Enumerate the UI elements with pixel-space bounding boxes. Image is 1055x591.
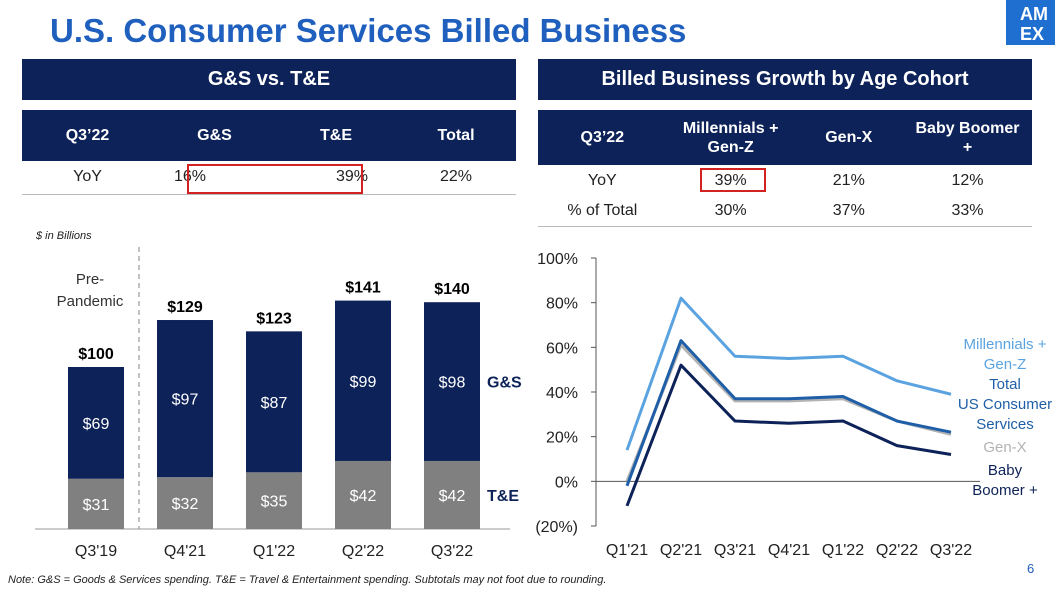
bar-value-label: $42: [350, 488, 377, 505]
column-header: Q3’22: [22, 110, 153, 161]
billed-business-bar-chart: Pre- Pandemic $31 $69 $100 Q3'19 $32 $97 $129 Q4'…: [35, 247, 522, 560]
table-cell: 39%: [335, 168, 368, 186]
age-cohort-table: Q3’22 Millennials + Gen-Z Gen-X Baby Boo…: [538, 110, 1032, 227]
column-header: Total: [396, 110, 516, 161]
bar-value-label: $87: [261, 395, 288, 412]
bar-total-label: $141: [345, 280, 381, 297]
page-number: 6: [1027, 561, 1035, 576]
left-table-header: G&S vs. T&E: [22, 59, 516, 100]
amex-logo: AM EX: [1006, 0, 1055, 45]
highlight-box: [187, 164, 363, 194]
x-tick-label: Q1'21: [606, 542, 648, 559]
table-cell: 33%: [951, 201, 984, 219]
x-tick-label: Q2'22: [342, 543, 384, 560]
page-title: U.S. Consumer Services Billed Business: [50, 12, 687, 49]
x-tick-label: Q1'22: [253, 543, 295, 560]
svg-text:EX: EX: [1020, 24, 1044, 44]
right-table-header: Billed Business Growth by Age Cohort: [538, 59, 1032, 100]
series-label: G&S: [487, 375, 522, 392]
annotation-label: Pandemic: [57, 293, 124, 310]
svg-text:AM: AM: [1020, 4, 1048, 24]
series-label: Boomer +: [972, 482, 1038, 499]
bar-te: [68, 478, 124, 529]
column-header: Gen-X: [794, 110, 903, 165]
bar-gs: [68, 367, 124, 479]
bar-te: [424, 460, 480, 529]
bar-total-label: $123: [256, 310, 292, 327]
bar-gs: [335, 300, 391, 461]
x-tick-label: Q1'22: [822, 542, 864, 559]
table-cell: 22%: [439, 168, 473, 186]
bar-total-label: $140: [434, 281, 470, 298]
series-label: Gen-Z: [984, 356, 1027, 373]
x-tick-label: Q4'21: [164, 543, 206, 560]
x-tick-label: Q4'21: [768, 542, 810, 559]
y-tick-label: 20%: [546, 430, 578, 447]
y-tick-label: 100%: [537, 251, 578, 268]
table-cell: 12%: [951, 171, 984, 189]
column-header: T&E: [276, 110, 396, 161]
table-cell: 21%: [832, 171, 865, 189]
bar-te: [246, 472, 302, 529]
x-tick-label: Q2'22: [876, 542, 918, 559]
bar-total-label: $129: [167, 299, 203, 316]
bar-value-label: $31: [83, 497, 110, 514]
bar-value-label: $35: [261, 494, 288, 511]
series-label: Gen-X: [983, 439, 1026, 456]
bar-gs: [424, 302, 480, 461]
series-label: Millennials +: [964, 336, 1047, 353]
table-cell: YoY: [73, 168, 102, 186]
bar-te: [157, 477, 213, 529]
growth-line-chart: 100% 80% 60% 40% 20% 0% (20%) Q1'21 Q2'21 Q3'21 Q4…: [535, 251, 1052, 559]
footnote: Note: G&S = Goods & Services spending. T…: [8, 574, 607, 586]
table-cell: % of Total: [567, 201, 638, 219]
series-line: [625, 363, 952, 507]
table-cell: 16%: [174, 168, 207, 186]
series-label: US Consumer: [958, 396, 1052, 413]
series-label: Baby: [988, 462, 1023, 479]
bar-value-label: $97: [172, 392, 199, 409]
series-label: Total: [989, 376, 1021, 393]
bar-value-label: $99: [350, 374, 377, 391]
y-tick-label: 60%: [546, 340, 578, 357]
x-tick-label: Q3'22: [930, 542, 972, 559]
column-header: Q3’22: [538, 110, 667, 165]
y-tick-label: 80%: [546, 296, 578, 313]
x-tick-label: Q3'21: [714, 542, 756, 559]
column-header: Baby Boomer +: [903, 110, 1032, 165]
x-tick-label: Q2'21: [660, 542, 702, 559]
x-tick-label: Q3'19: [75, 543, 117, 560]
series-line: [625, 339, 952, 487]
bar-value-label: $32: [172, 496, 199, 513]
bar-value-label: $69: [83, 416, 110, 433]
column-header: Millennials + Gen-Z: [666, 110, 795, 165]
series-line: [625, 296, 952, 451]
bar-total-label: $100: [78, 346, 114, 363]
table-cell: 37%: [832, 201, 865, 219]
series-label: T&E: [487, 488, 519, 505]
bar-value-label: $98: [439, 375, 466, 392]
column-header: G&S: [153, 110, 276, 161]
annotation-label: Pre-: [76, 271, 104, 288]
y-tick-label: (20%): [535, 519, 578, 536]
y-tick-label: 40%: [546, 385, 578, 402]
x-tick-label: Q3'22: [431, 543, 473, 560]
highlight-box: [700, 168, 766, 192]
gs-te-table: Q3’22 G&S T&E Total YoY 16% 39% 22%: [22, 110, 516, 195]
series-label: Services: [976, 416, 1034, 433]
bar-gs: [157, 320, 213, 478]
table-cell: 39%: [714, 171, 747, 189]
bar-te: [335, 460, 391, 529]
series-line: [625, 343, 952, 482]
table-cell: YoY: [587, 171, 617, 189]
table-cell: 30%: [714, 201, 747, 219]
bar-gs: [246, 331, 302, 473]
bar-value-label: $42: [439, 488, 466, 505]
y-tick-label: 0%: [555, 474, 578, 491]
unit-note: $ in Billions: [36, 230, 92, 242]
